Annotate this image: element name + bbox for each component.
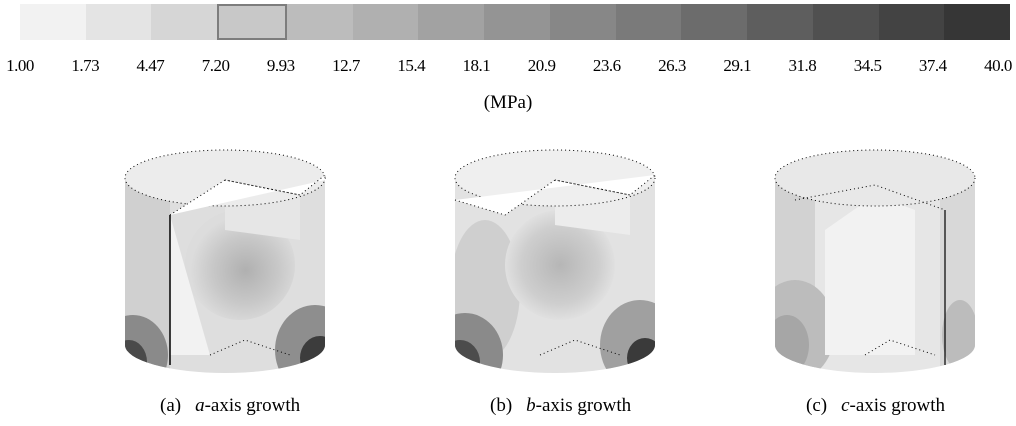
caption-axis: c [841,395,850,416]
color-scale-tick-label: 37.4 [918,56,947,75]
panel-b-stress-map [445,140,665,375]
panel-a-stress-map [115,140,335,375]
color-scale-tick-labels: 1.00 1.73 4.47 7.20 9.93 12.7 15.4 18.1 20.9 23.6… [0,56,1016,78]
color-scale-tick-label: 18.1 [462,56,491,75]
color-scale-tick-label: 26.3 [658,56,686,75]
caption-tag: (c) [806,395,828,416]
caption-axis: b [526,395,536,416]
color-scale-tick-label: 1.00 [6,56,34,75]
color-scale-tick-label: 20.9 [527,56,556,75]
color-scale-swatch [549,4,616,40]
caption-text: -axis growth [535,395,632,416]
color-scale-swatch [286,4,353,40]
cylinder-b-figure [454,149,656,373]
color-scale-tick-label: 23.6 [592,56,621,75]
caption-c: (c) c-axis growth [806,395,945,417]
stress-color-scale [20,4,1011,40]
color-scale-tick-label: 12.7 [332,56,360,75]
color-scale-swatch [615,4,682,40]
color-scale-swatch [217,4,287,40]
color-scale-swatch [418,4,485,40]
color-scale-swatch [944,4,1011,40]
caption-tag: (a) [160,395,182,416]
color-scale-swatch [85,4,152,40]
caption-text: -axis growth [849,395,946,416]
color-scale-tick-label: 1.73 [71,56,100,75]
color-scale-swatch [878,4,945,40]
cylinder-c-figure [774,149,976,373]
color-scale-swatch [747,4,813,40]
color-scale-unit-label: (MPa) [483,92,533,113]
color-scale-tick-label: 4.47 [136,56,165,75]
color-scale-swatch [681,4,748,40]
color-scale-tick-label: 9.93 [266,56,295,75]
color-scale-swatch [20,4,86,40]
color-scale-tick-label: 15.4 [397,56,426,75]
caption-axis: a [195,395,205,416]
color-scale-tick-label: 29.1 [723,56,752,75]
caption-b: (b) b-axis growth [490,395,631,417]
panel-c-stress-map [765,140,985,375]
color-scale-tick-label: 34.5 [853,56,882,75]
color-scale-tick-label: 7.20 [201,56,230,75]
color-scale-tick-label: 40.0 [984,56,1012,75]
color-scale-swatch [352,4,419,40]
color-scale-tick-label: 31.8 [788,56,817,75]
color-scale-swatch [812,4,879,40]
color-scale-swatch [484,4,550,40]
color-scale-swatch [151,4,218,40]
cylinder-a-figure [124,149,326,373]
caption-tag: (b) [490,395,513,416]
caption-a: (a) a-axis growth [160,395,300,417]
caption-text: -axis growth [204,395,301,416]
